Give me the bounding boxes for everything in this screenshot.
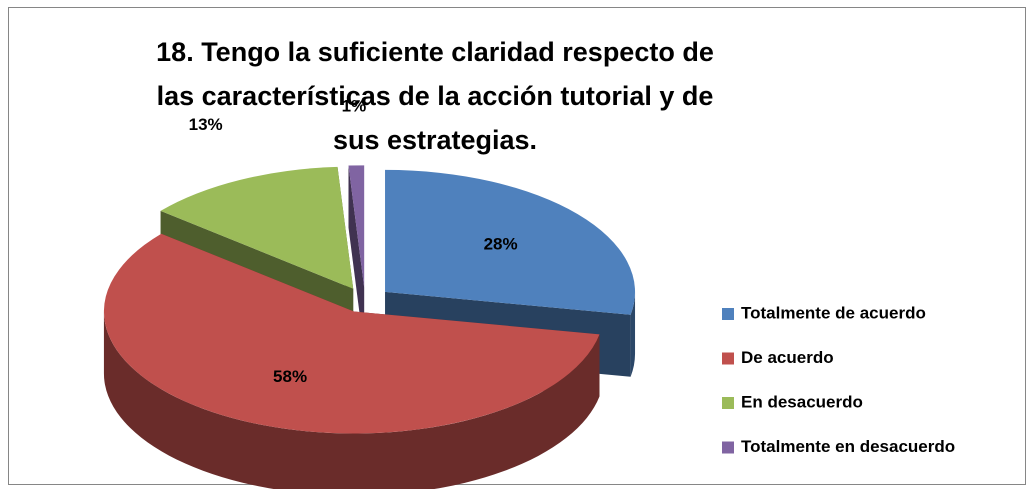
slice-wall (630, 291, 636, 377)
legend-swatch (722, 441, 734, 454)
slice-wall (103, 311, 600, 489)
legend-label: De acuerdo (741, 348, 834, 367)
slice (103, 233, 600, 434)
pie-tops (103, 165, 636, 434)
legend-label: Totalmente de acuerdo (741, 303, 926, 322)
legend-swatch (722, 397, 734, 409)
legend-swatch (722, 352, 734, 365)
data-label: 13% (189, 115, 223, 134)
slice (348, 165, 365, 288)
chart-frame (8, 7, 1026, 485)
slice (385, 169, 636, 315)
legend-label: Totalmente en desacuerdo (741, 437, 955, 456)
data-label: 28% (484, 235, 518, 254)
chart-title: 18. Tengo la suficiente claridad respect… (156, 37, 714, 155)
slice (160, 166, 354, 289)
data-label: 58% (273, 367, 307, 386)
slice-side (348, 165, 365, 350)
data-label: 1% (342, 96, 367, 115)
legend-label: En desacuerdo (741, 392, 863, 411)
slice-cut-face (348, 165, 365, 350)
legend-swatch (722, 308, 734, 320)
